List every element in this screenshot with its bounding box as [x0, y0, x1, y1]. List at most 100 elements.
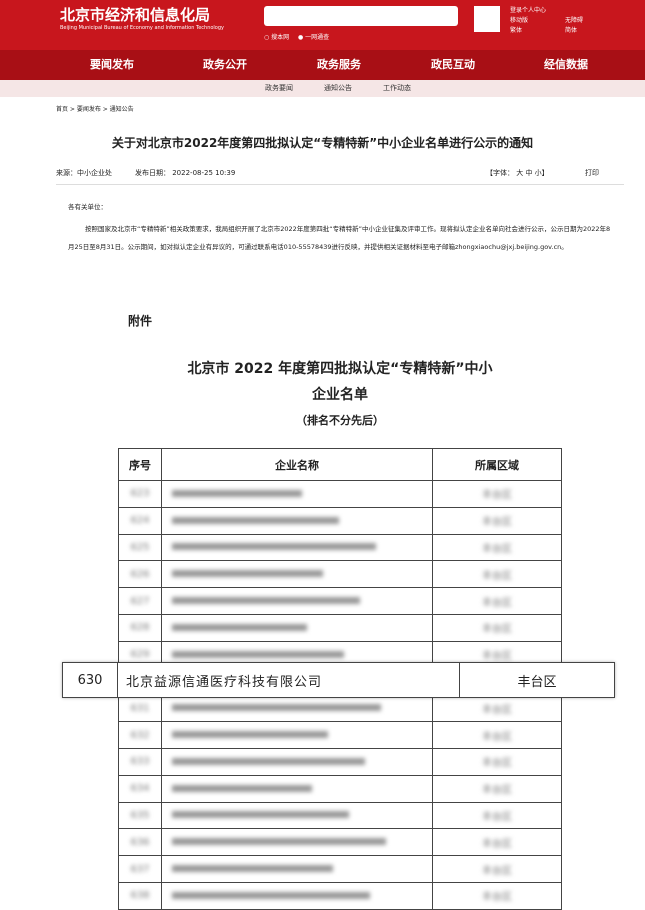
- article-body: 按照国家及北京市“专精特新”相关政策要求，我局组织开展了北京市2022年度第四批…: [68, 225, 611, 251]
- nav-item[interactable]: 政务服务: [317, 58, 361, 71]
- subnav-item[interactable]: 工作动态: [383, 84, 411, 92]
- district: 丰台区: [432, 533, 562, 562]
- table-row: 625 丰台区: [118, 533, 562, 562]
- table-row: 627 丰台区: [118, 587, 562, 615]
- blurred-text: [172, 891, 370, 899]
- district: 丰台区: [432, 613, 562, 642]
- district: 丰台区: [432, 881, 562, 910]
- salutation: 各有关单位：: [68, 203, 107, 211]
- row-number: 635: [118, 801, 162, 830]
- district: 丰台区: [432, 587, 562, 615]
- table-row: 638 丰台区: [118, 881, 562, 910]
- company-name: [161, 533, 433, 562]
- company-name: [161, 828, 433, 857]
- district: 丰台区: [432, 480, 562, 508]
- doc-title: 北京市 2022 年度第四批拟认定“专精特新”中小: [187, 361, 493, 377]
- district: 丰台区: [432, 506, 562, 535]
- link[interactable]: 繁体: [510, 27, 523, 34]
- blurred-text: [172, 784, 312, 792]
- row-number: 638: [118, 881, 162, 910]
- highlight-district: 丰台区: [517, 674, 557, 690]
- search-box[interactable]: [264, 6, 458, 26]
- blurred-text: [172, 516, 339, 524]
- link[interactable]: 简体: [565, 27, 578, 34]
- nav-item[interactable]: 要闻发布: [90, 58, 134, 71]
- site-subtitle: Beijing Municipal Bureau of Economy and …: [60, 25, 225, 31]
- district: 丰台区: [432, 694, 562, 723]
- company-name: [161, 613, 433, 642]
- row-number: 626: [118, 560, 162, 589]
- print-button[interactable]: 打印: [585, 169, 599, 177]
- subnav-item[interactable]: 通知公告: [324, 84, 352, 92]
- header-cell: 序号: [118, 448, 162, 481]
- row-number: 623: [118, 480, 162, 508]
- table-row: 623 丰台区: [118, 480, 562, 508]
- district: 丰台区: [432, 747, 562, 776]
- blurred-text: [172, 570, 323, 578]
- blurred-text: [172, 731, 328, 739]
- row-number: 633: [118, 747, 162, 776]
- company-name: [161, 774, 433, 803]
- table-header: 序号 企业名称 所属区域: [118, 448, 562, 481]
- table-row: 632 丰台区: [118, 721, 562, 749]
- row-number: 624: [118, 506, 162, 535]
- doc-title: 企业名单: [312, 387, 368, 403]
- district: 丰台区: [432, 855, 562, 883]
- company-name: [161, 587, 433, 615]
- row-number: 632: [118, 721, 162, 749]
- blurred-text: [172, 597, 360, 605]
- nav-item[interactable]: 经信数据: [544, 58, 588, 71]
- table-row: 637 丰台区: [118, 855, 562, 883]
- date: 发布日期： 2022-08-25 10:39: [135, 169, 236, 177]
- table-row: 634 丰台区: [118, 774, 562, 803]
- company-name: [161, 881, 433, 910]
- highlight-number: 630: [63, 663, 118, 697]
- subnav-bar: 政务要闻 通知公告 工作动态: [0, 80, 645, 97]
- row-number: 627: [118, 587, 162, 615]
- table-row: 633 丰台区: [118, 747, 562, 776]
- blurred-text: [172, 811, 349, 819]
- district: 丰台区: [432, 774, 562, 803]
- breadcrumb[interactable]: 首页 > 要闻发布 > 通知公告: [56, 106, 134, 113]
- link[interactable]: 移动版: [510, 17, 529, 24]
- highlight-company: 北京益源信通医疗科技有限公司: [118, 663, 460, 697]
- district: 丰台区: [432, 721, 562, 749]
- article-title: 关于对北京市2022年度第四批拟认定“专精特新”中小企业名单进行公示的通知: [111, 136, 534, 150]
- company-name: [161, 747, 433, 776]
- row-number: 637: [118, 855, 162, 883]
- district: 丰台区: [432, 828, 562, 857]
- row-number: 625: [118, 533, 162, 562]
- table-row: 626 丰台区: [118, 560, 562, 589]
- blurred-text: [172, 623, 307, 631]
- row-number: 634: [118, 774, 162, 803]
- blurred-text: [172, 757, 365, 765]
- nav-item[interactable]: 政务公开: [203, 58, 247, 71]
- company-name: [161, 694, 433, 723]
- blurred-text: [172, 489, 302, 497]
- row-number: 631: [118, 694, 162, 723]
- row-number: 628: [118, 613, 162, 642]
- search-option[interactable]: ○ 搜本网: [264, 34, 290, 41]
- blurred-text: [172, 704, 381, 712]
- nav-item[interactable]: 政民互动: [431, 58, 475, 71]
- link[interactable]: 无障碍: [565, 17, 584, 24]
- doc-note: （排名不分先后）: [296, 414, 384, 427]
- company-name: [161, 721, 433, 749]
- header-bar: 北京市经济和信息化局 Beijing Municipal Bureau of E…: [0, 0, 645, 50]
- company-name: [161, 480, 433, 508]
- header-cell: 所属区域: [432, 448, 562, 481]
- blurred-text: [172, 650, 344, 658]
- blurred-text: [172, 543, 376, 551]
- subnav-item[interactable]: 政务要闻: [265, 84, 293, 92]
- source: 来源：中小企业处: [56, 169, 112, 177]
- link[interactable]: 登录个人中心: [510, 7, 547, 14]
- search-option-text: 一网通查: [305, 34, 330, 41]
- nav-bar: 要闻发布 政务公开 政务服务 政民互动 经信数据: [0, 50, 645, 80]
- company-name: [161, 855, 433, 883]
- font-size-control[interactable]: 【字体： 大 中 小】: [486, 169, 549, 177]
- district: 丰台区: [432, 560, 562, 589]
- search-option[interactable]: ● 一网通查: [298, 34, 330, 41]
- row-number: 636: [118, 828, 162, 857]
